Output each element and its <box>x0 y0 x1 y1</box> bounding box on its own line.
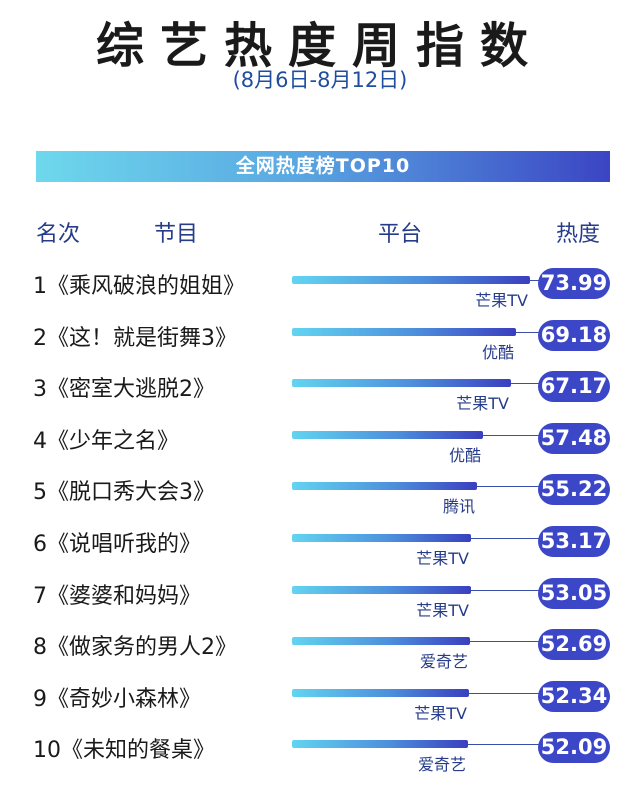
program-name: 1《乘风破浪的姐姐》 <box>33 274 245 299</box>
heat-value-badge: 53.17 <box>538 526 610 557</box>
page-title: 综艺热度周指数 <box>95 18 544 74</box>
heat-bar <box>292 276 530 284</box>
heat-bar <box>292 328 516 336</box>
ranking-banner: 全网热度榜TOP10 <box>36 151 610 182</box>
platform-label: 芒果TV <box>416 549 469 568</box>
leader-line <box>469 693 540 694</box>
table-row: 7《婆婆和妈妈》芒果TV 53.05 <box>0 578 640 630</box>
rank-header: 名次 <box>36 222 81 247</box>
heat-bar <box>292 586 471 594</box>
platform-header: 平台 <box>378 222 423 247</box>
heat-bar <box>292 534 471 542</box>
heat-bar <box>292 431 483 439</box>
table-row: 2《这！就是街舞3》优酷 69.18 <box>0 320 640 372</box>
program-header: 节目 <box>154 222 199 247</box>
table-row: 8《做家务的男人2》爱奇艺 52.69 <box>0 629 640 681</box>
heat-bar <box>292 689 469 697</box>
platform-label: 芒果TV <box>475 291 528 310</box>
table-row: 9《奇妙小森林》芒果TV 52.34 <box>0 681 640 733</box>
program-name: 3《密室大逃脱2》 <box>33 377 215 402</box>
leader-line <box>468 744 540 745</box>
platform-label: 芒果TV <box>456 394 509 413</box>
table-row: 1《乘风破浪的姐姐》芒果TV 73.99 <box>0 268 640 320</box>
heat-bar <box>292 482 477 490</box>
heat-value-badge: 52.34 <box>538 681 610 712</box>
platform-label: 芒果TV <box>414 704 467 723</box>
platform-label: 爱奇艺 <box>419 652 468 671</box>
heat-value-badge: 52.09 <box>538 732 610 763</box>
heat-value-badge: 52.69 <box>538 629 610 660</box>
program-name: 5《脱口秀大会3》 <box>33 480 215 505</box>
leader-line <box>511 383 540 384</box>
table-row: 3《密室大逃脱2》芒果TV 67.17 <box>0 371 640 423</box>
heat-value-badge: 57.48 <box>538 423 610 454</box>
program-name: 2《这！就是街舞3》 <box>33 326 237 351</box>
heat-bar <box>292 637 470 645</box>
table-row: 5《脱口秀大会3》腾讯 55.22 <box>0 474 640 526</box>
table-row: 6《说唱听我的》芒果TV 53.17 <box>0 526 640 578</box>
heat-value-badge: 55.22 <box>538 474 610 505</box>
leader-line <box>483 435 540 436</box>
platform-label: 芒果TV <box>416 601 469 620</box>
table-row: 10《未知的餐桌》爱奇艺 52.09 <box>0 732 640 784</box>
date-range-subtitle: (8月6日-8月12日) <box>232 68 408 92</box>
heat-bar <box>292 740 468 748</box>
heat-header: 热度 <box>556 222 601 247</box>
program-name: 7《婆婆和妈妈》 <box>33 584 201 609</box>
platform-label: 优酷 <box>448 446 481 465</box>
program-name: 9《奇妙小森林》 <box>33 687 201 712</box>
leader-line <box>530 280 540 281</box>
platform-label: 爱奇艺 <box>417 755 466 774</box>
heat-value-badge: 53.05 <box>538 578 610 609</box>
platform-label: 腾讯 <box>442 497 475 516</box>
table-row: 4《少年之名》优酷 57.48 <box>0 423 640 475</box>
leader-line <box>471 538 540 539</box>
program-name: 10《未知的餐桌》 <box>33 738 215 763</box>
program-name: 8《做家务的男人2》 <box>33 635 237 660</box>
program-name: 4《少年之名》 <box>33 429 179 454</box>
heat-value-badge: 69.18 <box>538 320 610 351</box>
heat-value-badge: 73.99 <box>538 268 610 299</box>
program-name: 6《说唱听我的》 <box>33 532 201 557</box>
leader-line <box>477 486 540 487</box>
leader-line <box>470 641 540 642</box>
platform-label: 优酷 <box>481 343 514 362</box>
heat-bar <box>292 379 511 387</box>
leader-line <box>471 590 540 591</box>
leader-line <box>516 332 540 333</box>
heat-value-badge: 67.17 <box>538 371 610 402</box>
